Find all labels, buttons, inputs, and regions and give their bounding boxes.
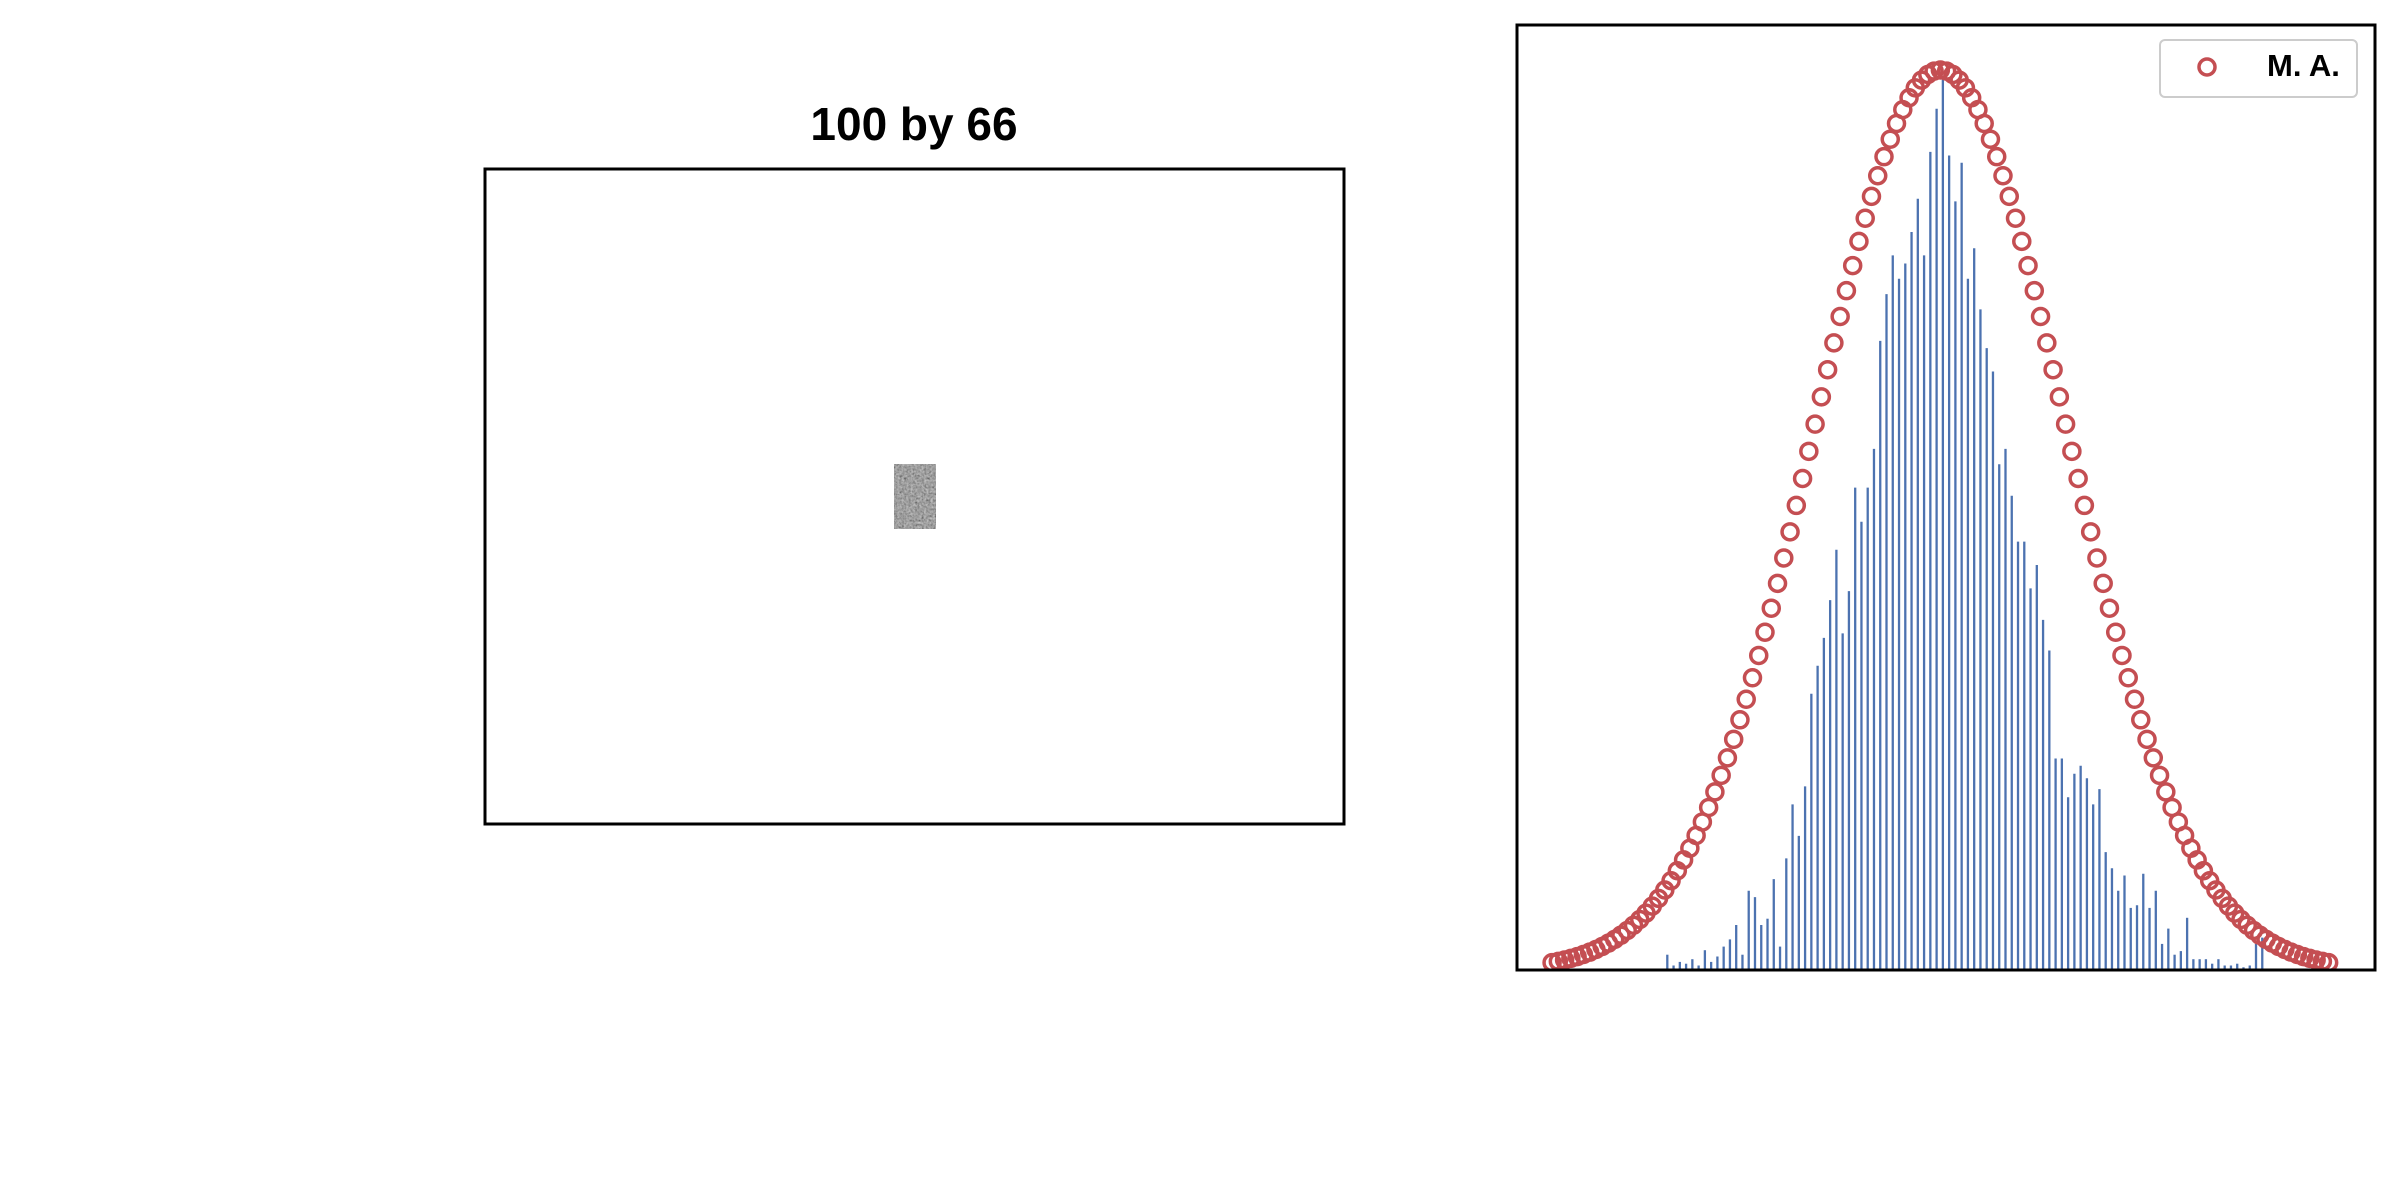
curve-marker [2080,522,2101,542]
curve-marker [1805,414,1825,434]
curve-marker [2012,231,2032,252]
curve-marker [1849,231,1869,252]
curve-marker [2118,668,2138,688]
curve-marker [1974,113,1994,134]
curve-marker [2055,414,2076,434]
curve-marker [2024,280,2045,301]
image [894,464,936,529]
curve-marker [2074,495,2095,516]
curve-marker [1723,729,1744,750]
curve-marker [2018,255,2038,276]
curve-marker [2124,689,2145,710]
curve-marker [2093,573,2113,594]
curve-marker [1742,668,1763,688]
curve-marker [1780,522,1800,542]
legend-marker [2197,57,2217,77]
curve-marker [1842,255,1863,276]
curve-marker [1792,468,1813,489]
curve-marker [2112,645,2132,666]
curve-marker [1824,333,1844,353]
plot-frame [1515,23,2377,972]
curve-marker [2030,306,2051,327]
legend-label: M. A. [2267,48,2340,83]
curve-marker [1836,280,1857,301]
curve-marker [2049,387,2070,407]
curve-marker [2156,782,2176,802]
curve-marker [1786,495,1807,516]
curve-marker [1830,306,1850,327]
curve-marker [1761,598,1782,618]
curve-marker [2318,952,2339,970]
curve-marker [2099,598,2120,618]
curve-marker [1799,441,1819,462]
plot-background [1517,25,2375,970]
curve-marker [1711,765,1731,786]
curve-marker [2105,622,2126,642]
curve-marker [1755,622,1775,642]
curve-marker [1867,166,1888,186]
curve-marker [1874,146,1894,167]
curve-marker [2043,359,2063,380]
curve-marker [2062,441,2082,462]
curve-marker [1986,146,2007,167]
curve-marker [1717,748,1738,768]
curve-marker [1880,129,1901,149]
image-title: 100 by 66 [810,98,1017,150]
curve-marker [1980,129,2001,149]
curve-marker [1767,573,1788,594]
curve-marker [2137,729,2157,750]
curve-marker [1774,548,1794,568]
curve-marker [2131,710,2151,730]
curve-marker [1999,186,2020,207]
curve-marker [1705,782,1725,802]
curve-marker [1811,387,1832,407]
curve-marker [2143,748,2164,768]
curve-marker [2037,333,2057,353]
curve-marker [2068,468,2088,489]
curve-marker [1817,359,1838,380]
plot-area [1542,60,2339,970]
curve-marker [1736,689,1756,710]
legend-box [2159,39,2358,98]
curve-marker [2087,548,2107,568]
curve-marker [1861,186,1882,207]
curve-marker [1730,710,1750,730]
curve-marker [1698,797,1719,818]
curve-marker [1993,166,2013,186]
curve-marker [2005,208,2026,228]
curve-marker [1748,645,1769,666]
curve-marker [1855,208,1875,228]
legend: M. A. [2159,39,2358,98]
curve-marker [2149,765,2170,786]
